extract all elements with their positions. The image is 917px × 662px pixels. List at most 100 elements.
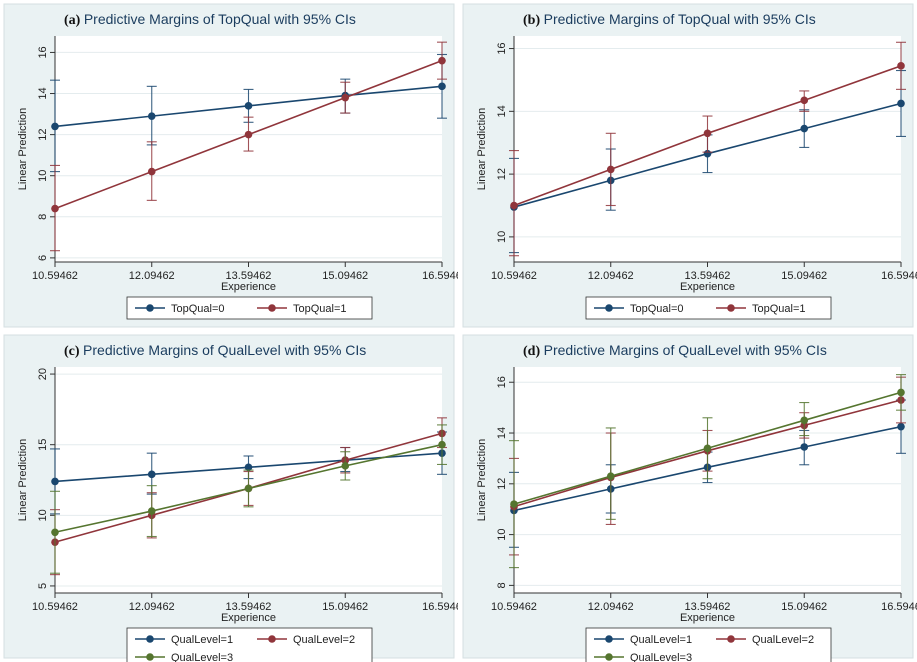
legend-label: TopQual=0 — [171, 303, 225, 315]
data-point — [438, 82, 446, 91]
legend-swatch-marker — [605, 635, 613, 643]
data-point — [606, 165, 615, 174]
y-tick-label: 14 — [496, 427, 508, 439]
data-point — [244, 484, 253, 493]
x-tick-label: 13.59462 — [226, 601, 272, 613]
x-tick-label: 15.09462 — [781, 601, 827, 613]
y-tick-label: 12 — [496, 168, 508, 180]
y-tick-label: 6 — [37, 255, 49, 261]
x-tick-label: 12.09462 — [129, 601, 175, 613]
legend-swatch-marker — [146, 635, 154, 643]
series-2 — [509, 41, 906, 257]
data-point — [510, 500, 518, 508]
data-point — [51, 477, 59, 486]
legend-swatch-marker — [727, 304, 735, 312]
y-tick-label: 10 — [37, 170, 49, 182]
legend: QualLevel=1 QualLevel=2 QualLevel=3 — [126, 627, 373, 662]
y-tick-label: 10 — [496, 528, 508, 540]
data-point — [897, 62, 905, 70]
data-point — [341, 93, 350, 102]
x-tick-label: 15.09462 — [781, 270, 827, 282]
chart-svg: 6 8 10 12 14 16 10.59462 12.09462 13.59462 15.094… — [3, 3, 458, 328]
y-tick-label: 16 — [496, 42, 508, 54]
x-tick-label: 15.09462 — [322, 270, 368, 282]
x-tick-label: 15.09462 — [322, 601, 368, 613]
data-point — [438, 440, 446, 449]
legend-item: TopQual=1 — [716, 303, 806, 315]
x-tick-label: 10.59462 — [32, 601, 78, 613]
legend: QualLevel=1 QualLevel=2 QualLevel=3 — [585, 627, 832, 662]
legend-item: QualLevel=3 — [135, 652, 233, 662]
data-point — [800, 416, 809, 425]
legend-item: QualLevel=2 — [257, 634, 355, 646]
data-point — [341, 462, 350, 470]
legend-swatch-marker — [146, 653, 154, 661]
y-tick-label: 8 — [496, 582, 508, 588]
y-tick-label: 20 — [37, 368, 49, 380]
chart-title: (a) Predictive Margins of TopQual with 9… — [64, 11, 356, 28]
data-point — [510, 201, 518, 210]
chart-title: (d) Predictive Margins of QualLevel with… — [523, 342, 827, 359]
y-tick-label: 15 — [37, 439, 49, 451]
y-tick-label: 12 — [37, 128, 49, 140]
legend-label: QualLevel=1 — [630, 634, 692, 646]
legend-label: QualLevel=1 — [171, 634, 233, 646]
data-point — [800, 124, 809, 133]
data-point — [244, 463, 253, 472]
data-point — [897, 99, 905, 108]
legend-item: TopQual=0 — [594, 303, 684, 315]
legend-item: QualLevel=1 — [594, 634, 692, 646]
y-tick-label: 5 — [37, 583, 49, 589]
x-tick-label: 12.09462 — [588, 601, 634, 613]
legend-label: TopQual=1 — [293, 303, 347, 315]
data-point — [147, 470, 156, 479]
legend-swatch-marker — [605, 304, 613, 312]
legend-label: TopQual=0 — [630, 303, 684, 315]
data-point — [800, 96, 809, 105]
y-tick-label: 8 — [37, 214, 49, 220]
legend-item: QualLevel=3 — [594, 652, 692, 662]
x-axis-title: Experience — [221, 612, 276, 624]
data-point — [897, 388, 905, 397]
y-tick-label: 12 — [496, 478, 508, 490]
y-tick-label: 14 — [37, 87, 49, 99]
legend-box — [585, 627, 832, 662]
x-axis-title: Experience — [680, 281, 735, 293]
data-point — [51, 528, 59, 537]
data-point — [800, 443, 809, 451]
legend-swatch-marker — [605, 653, 613, 661]
legend-swatch-marker — [268, 304, 276, 312]
data-point — [147, 507, 156, 515]
x-tick-label: 16.5946 — [422, 601, 458, 613]
legend-box — [126, 627, 373, 662]
y-axis-title: Linear Prediction — [476, 108, 488, 191]
legend-label: QualLevel=2 — [293, 634, 355, 646]
legend-item: QualLevel=1 — [135, 634, 233, 646]
chart-panel-b: 10 12 14 16 10.59462 12.09462 13.59462 15.09462… — [459, 0, 917, 331]
series-3 — [509, 374, 906, 569]
chart-panel-a: 6 8 10 12 14 16 10.59462 12.09462 13.59462 15.094… — [0, 0, 458, 331]
x-tick-label: 16.5946 — [881, 270, 917, 282]
data-point — [147, 112, 156, 120]
data-point — [51, 122, 59, 131]
x-tick-label: 12.09462 — [588, 270, 634, 282]
x-axis-title: Experience — [221, 281, 276, 293]
series-3 — [50, 424, 447, 574]
y-axis-title: Linear Prediction — [476, 439, 488, 522]
x-tick-label: 16.5946 — [422, 270, 458, 282]
x-tick-label: 10.59462 — [491, 601, 537, 613]
y-tick-label: 16 — [37, 46, 49, 58]
y-tick-label: 10 — [37, 509, 49, 521]
legend-label: TopQual=1 — [752, 303, 806, 315]
y-axis-title: Linear Prediction — [17, 439, 29, 522]
data-point — [244, 102, 253, 110]
y-axis-title: Linear Prediction — [17, 108, 29, 191]
x-tick-label: 13.59462 — [226, 270, 272, 282]
legend-swatch-marker — [146, 304, 154, 312]
x-tick-label: 12.09462 — [129, 270, 175, 282]
legend-box — [585, 296, 832, 320]
x-tick-label: 10.59462 — [491, 270, 537, 282]
legend-label: QualLevel=3 — [171, 652, 233, 662]
data-point — [438, 56, 446, 65]
